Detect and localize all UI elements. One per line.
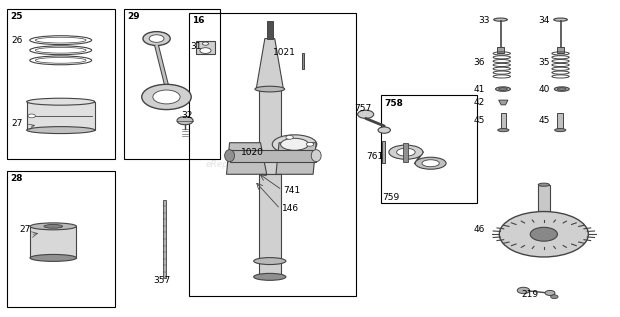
Circle shape [202,42,208,45]
Ellipse shape [30,223,76,230]
Ellipse shape [311,150,321,162]
Bar [538,185,550,211]
Polygon shape [276,143,316,174]
Text: 45: 45 [539,116,550,125]
Bar [7,9,115,158]
Ellipse shape [272,135,317,154]
Bar [27,102,95,130]
Ellipse shape [281,138,309,150]
Text: 40: 40 [539,85,550,94]
Text: 31: 31 [190,42,202,51]
Polygon shape [226,143,267,174]
Text: 41: 41 [474,85,485,94]
Circle shape [551,295,558,299]
Circle shape [306,142,314,146]
Ellipse shape [554,87,569,91]
Text: 1021: 1021 [273,48,296,57]
Text: 357: 357 [154,275,170,285]
Bar [259,261,281,277]
Text: 36: 36 [474,58,485,67]
Circle shape [200,48,211,53]
Ellipse shape [557,87,566,90]
Ellipse shape [538,183,549,186]
Ellipse shape [422,160,440,167]
Bar [163,199,167,278]
Text: 27: 27 [19,225,30,234]
Bar [267,21,273,39]
Text: 16: 16 [192,16,205,25]
Bar [500,113,506,130]
Circle shape [358,110,374,119]
Circle shape [499,211,588,257]
Ellipse shape [494,18,507,21]
Bar [557,113,563,130]
Ellipse shape [555,128,566,132]
Ellipse shape [27,98,95,105]
Ellipse shape [415,157,446,169]
Ellipse shape [254,258,286,265]
Text: 34: 34 [539,16,550,25]
Circle shape [28,114,35,118]
Ellipse shape [397,148,415,156]
Ellipse shape [30,255,76,262]
Text: 741: 741 [283,185,301,195]
Ellipse shape [498,128,509,132]
Ellipse shape [389,145,423,159]
Text: 46: 46 [474,225,485,234]
Circle shape [286,135,293,139]
Ellipse shape [498,87,507,90]
Bar [7,171,115,307]
Bar [404,143,409,162]
Text: 25: 25 [10,12,22,21]
Text: 758: 758 [384,99,403,107]
Bar [302,53,304,68]
Circle shape [142,84,191,110]
Text: 146: 146 [281,204,299,213]
Text: 29: 29 [128,12,140,21]
Text: 45: 45 [474,116,485,125]
Text: 761: 761 [366,152,384,161]
Circle shape [517,287,529,294]
Text: 33: 33 [478,16,489,25]
Bar [195,41,215,54]
Bar [229,150,316,162]
Bar [30,226,76,258]
Ellipse shape [27,126,95,133]
Text: 27: 27 [12,119,23,128]
Ellipse shape [44,224,63,228]
Text: eReplacementParts.com: eReplacementParts.com [205,160,316,169]
Circle shape [545,290,555,295]
Bar [189,13,356,296]
Bar [259,89,281,174]
Text: 35: 35 [539,58,550,67]
Circle shape [149,35,164,42]
Circle shape [143,32,170,46]
Bar [383,141,385,163]
Text: 759: 759 [383,193,400,203]
Ellipse shape [554,18,567,21]
Text: 28: 28 [10,174,22,183]
Bar [497,47,504,53]
Text: 219: 219 [521,290,539,299]
Text: 42: 42 [474,98,485,107]
Ellipse shape [255,86,285,92]
Circle shape [378,127,391,133]
Ellipse shape [224,150,234,162]
Ellipse shape [254,273,286,280]
Circle shape [530,227,557,241]
Text: 26: 26 [12,36,23,45]
Text: 32: 32 [181,111,193,120]
Polygon shape [256,39,283,89]
Bar [381,95,477,203]
Text: 757: 757 [355,104,372,113]
Ellipse shape [495,87,510,91]
Bar [125,9,220,158]
Text: 1020: 1020 [241,148,264,157]
Bar [259,174,281,260]
Circle shape [177,117,193,125]
Bar [557,47,564,53]
Polygon shape [498,100,508,105]
Circle shape [153,90,180,104]
